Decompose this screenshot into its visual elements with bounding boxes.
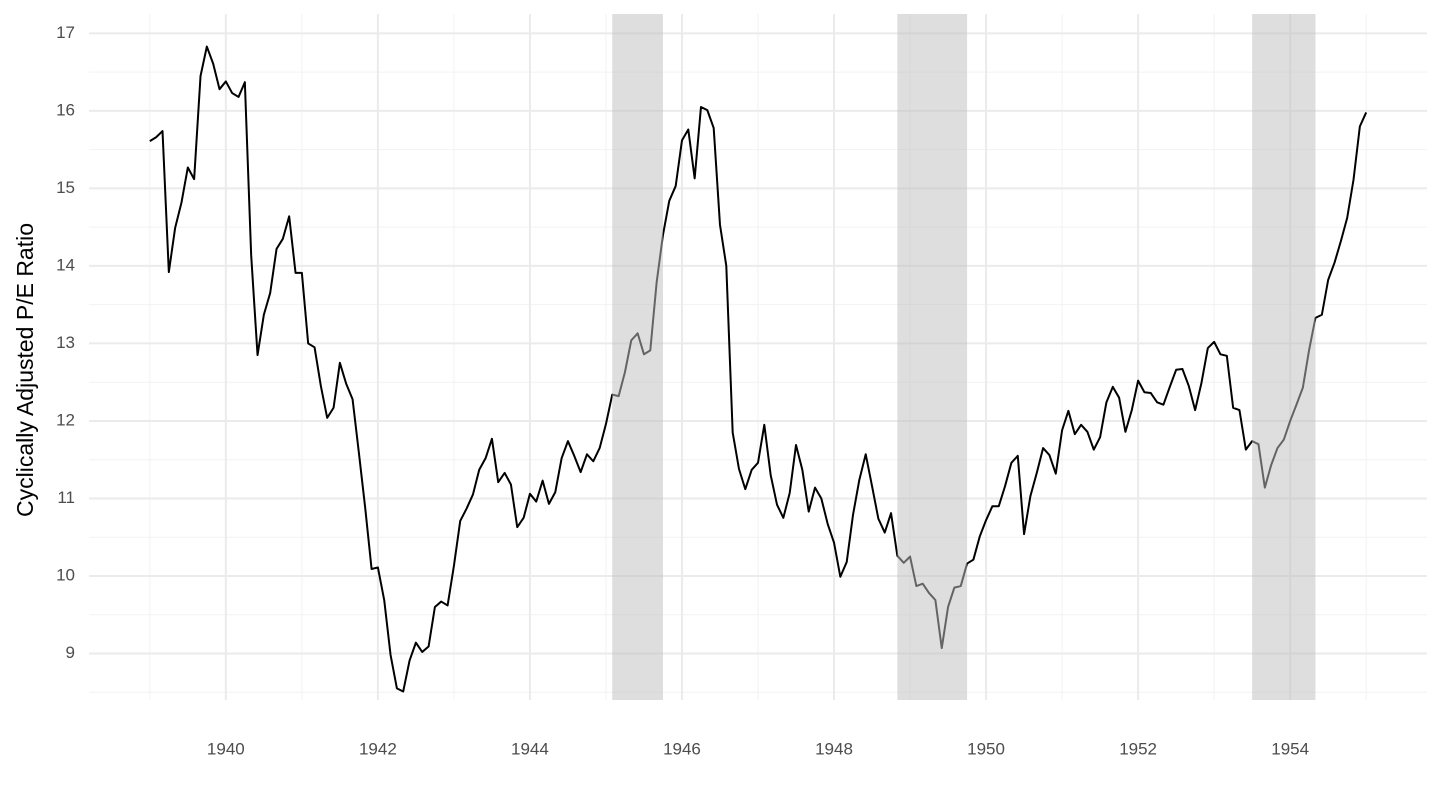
- y-tick-label: 15: [56, 178, 75, 197]
- x-tick-label: 1948: [815, 739, 853, 758]
- line: [149, 45, 1368, 693]
- x-tick-label: 1954: [1271, 739, 1309, 758]
- recession-band: [612, 14, 663, 700]
- y-tick-label: 12: [56, 410, 75, 429]
- recession-band: [1252, 14, 1316, 700]
- x-tick-label: 1950: [967, 739, 1005, 758]
- y-tick-label: 11: [57, 488, 75, 507]
- x-tick-label: 1940: [207, 739, 245, 758]
- x-tick-label: 1946: [663, 739, 701, 758]
- x-tick-label: 1942: [359, 739, 397, 758]
- x-tick-label: 1944: [511, 739, 549, 758]
- y-tick-label: 10: [56, 565, 75, 584]
- y-tick-label: 17: [56, 23, 75, 42]
- y-tick-label: 13: [56, 333, 75, 352]
- y-tick-label: 14: [56, 255, 75, 274]
- y-tick-label: 16: [56, 100, 75, 119]
- x-tick-label: 1952: [1119, 739, 1157, 758]
- y-tick-label: 9: [66, 643, 75, 662]
- recession-band: [897, 14, 968, 700]
- y-axis-label: Cyclically Adjusted P/E Ratio: [12, 223, 38, 517]
